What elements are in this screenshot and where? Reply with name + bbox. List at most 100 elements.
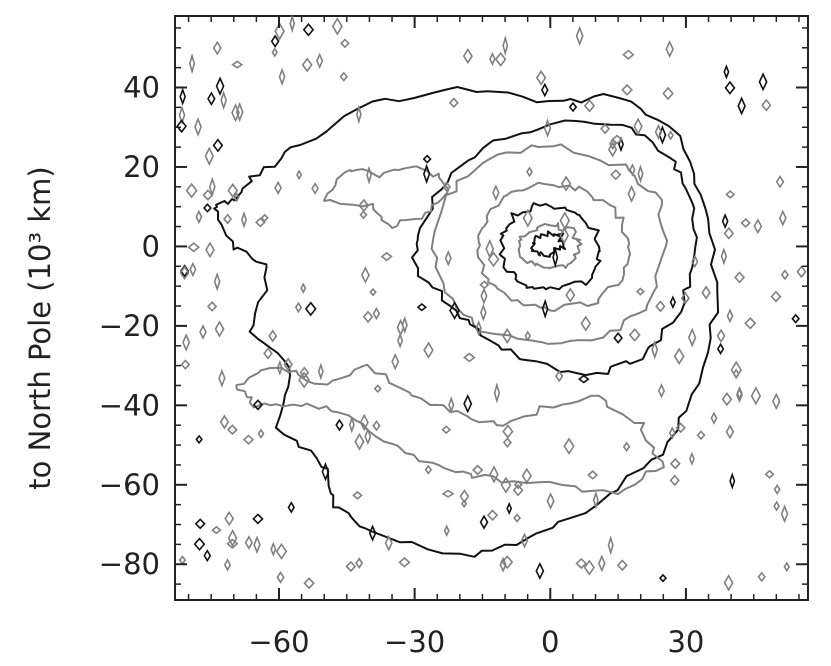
noise-contour [796, 265, 807, 279]
noise-contour [580, 315, 592, 332]
noise-contour [764, 469, 775, 479]
noise-contour [724, 80, 736, 95]
noise-contour [668, 426, 676, 440]
noise-contour [486, 509, 499, 522]
noise-contour [257, 428, 265, 439]
noise-contour [502, 437, 512, 449]
noise-contour [348, 415, 355, 434]
noise-contour [359, 210, 368, 220]
noise-contour [479, 514, 489, 530]
noise-contour [187, 242, 200, 253]
noise-contour [721, 213, 729, 230]
noise-contour [723, 64, 730, 80]
contour-layer [213, 86, 720, 558]
contour-line-8 [234, 363, 665, 495]
noise-contour [448, 97, 459, 109]
noise-contour [535, 561, 545, 580]
noise-contour [513, 513, 522, 523]
noise-contour [275, 542, 288, 560]
noise-contour [628, 328, 641, 342]
noise-contour [720, 247, 728, 266]
noise-contour [252, 513, 264, 525]
noise-contour [176, 119, 187, 134]
noise-contour [372, 420, 381, 432]
noise-contour [442, 181, 451, 193]
noise-contour [587, 470, 599, 480]
noise-contour [791, 313, 801, 324]
noise-contour [416, 303, 428, 312]
noise-contour [701, 285, 711, 300]
noise-contour [737, 96, 746, 116]
noise-contour [202, 203, 212, 213]
noise-contour [780, 269, 789, 281]
noise-contour [750, 386, 762, 406]
noise-contour [270, 34, 280, 48]
noise-contour [780, 504, 789, 524]
noise-contour [252, 399, 264, 411]
noise-contour [287, 501, 296, 514]
noise-contour [301, 57, 313, 73]
noise-contour [199, 324, 207, 340]
noise-contour [616, 559, 628, 572]
noise-contour [462, 48, 473, 65]
noise-contour [512, 484, 524, 497]
noise-contour [304, 301, 317, 317]
noise-contour [613, 331, 624, 344]
noise-contour [274, 180, 282, 195]
noise-contour [219, 414, 230, 430]
noise-contour [502, 35, 509, 57]
noise-contour [224, 511, 235, 527]
noise-contour [691, 254, 699, 269]
noise-contour [449, 301, 461, 320]
noise-contour [657, 383, 666, 399]
noise-contour [204, 146, 215, 166]
noise-contour [448, 396, 455, 414]
noise-contour [753, 218, 763, 235]
noise-contour [384, 534, 393, 552]
noise-contour [575, 25, 584, 47]
noise-contour [241, 210, 248, 229]
y-tick-label: −20 [99, 309, 160, 343]
noise-contour [736, 387, 743, 403]
y-tick-label: −80 [99, 547, 160, 581]
noise-contour [233, 191, 240, 203]
noise-contour [771, 392, 781, 411]
noise-contour [655, 300, 666, 313]
noise-contour [667, 130, 674, 141]
noise-contour [354, 432, 365, 451]
y-tick-label: −40 [99, 388, 160, 422]
noise-contour [401, 315, 408, 335]
noise-contour [316, 52, 324, 70]
contour-line-7 [213, 86, 720, 558]
noise-contour [675, 422, 686, 434]
noise-contour [303, 577, 315, 590]
noise-contour [592, 490, 599, 510]
noise-contour [472, 464, 484, 476]
noise-contour [758, 72, 768, 92]
noise-contour [521, 467, 532, 484]
noise-contour [231, 60, 244, 69]
noise-contour [725, 189, 736, 199]
noise-contour [255, 217, 266, 228]
noise-contour [633, 117, 643, 136]
noise-contour [775, 175, 785, 189]
noise-contour [583, 99, 596, 113]
noise-contour [188, 53, 196, 75]
noise-contour [441, 489, 455, 498]
noise-contour [658, 573, 668, 583]
y-tick-label: 40 [123, 71, 160, 105]
noise-contour [577, 374, 590, 384]
noise-contour [783, 561, 791, 573]
noise-contour [340, 38, 350, 49]
noise-contour [559, 211, 571, 231]
noise-contour [716, 328, 726, 344]
noise-contour [345, 560, 357, 573]
noise-contour [317, 362, 324, 381]
noise-contour [278, 67, 286, 86]
noise-contour [223, 558, 232, 572]
noise-contour [480, 303, 487, 322]
noise-contour [443, 524, 450, 537]
noise-contour [541, 82, 549, 98]
noise-contour [487, 251, 500, 268]
